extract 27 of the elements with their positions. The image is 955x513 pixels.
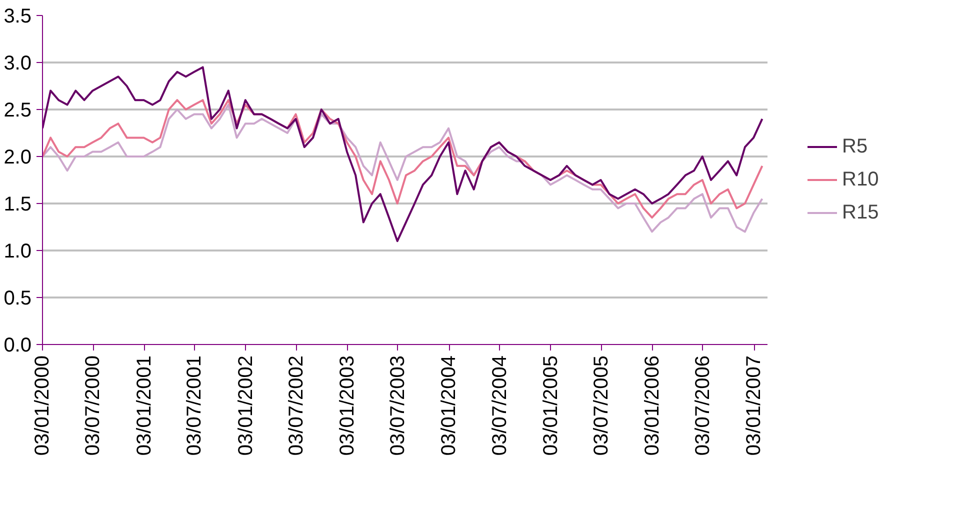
- x-tick-label: 03/07/2002: [285, 355, 308, 456]
- line-series: [42, 66, 764, 242]
- x-tick-label: 03/07/2001: [184, 355, 206, 456]
- y-tick-label: 1.0: [4, 240, 32, 262]
- x-tick-label: 03/01/2006: [642, 355, 664, 456]
- x-tick-label: 03/07/2006: [692, 355, 714, 456]
- y-tick-label: 3.0: [4, 52, 32, 74]
- x-tick-label: 03/01/2000: [32, 355, 54, 456]
- legend-label: R15: [842, 201, 879, 224]
- x-tick-label: 03/07/2003: [386, 355, 409, 456]
- x-tick-label: 03/01/2005: [540, 355, 562, 456]
- y-tick-label: 0.5: [4, 288, 32, 310]
- y-tick-label: 1.5: [4, 194, 32, 216]
- x-tick-label: 03/01/2002: [234, 355, 257, 456]
- y-tick-label: 2.0: [4, 146, 32, 168]
- x-tick-label: 03/01/2007: [743, 355, 766, 456]
- x-tick-label: 03/07/2005: [590, 355, 612, 456]
- x-tick-label: 03/07/2004: [488, 355, 511, 456]
- x-tick-label: 03/01/2001: [133, 355, 156, 456]
- y-tick-label: 2.5: [4, 100, 32, 122]
- x-tick-label: 03/01/2003: [336, 355, 359, 456]
- y-tick-label: 0.0: [4, 334, 32, 356]
- x-tick-label: 03/07/2000: [82, 355, 104, 456]
- legend-label: R5: [842, 135, 868, 158]
- x-tick-label: 03/01/2004: [438, 355, 460, 456]
- legend-label: R10: [842, 168, 879, 191]
- y-tick-label: 3.5: [4, 6, 32, 28]
